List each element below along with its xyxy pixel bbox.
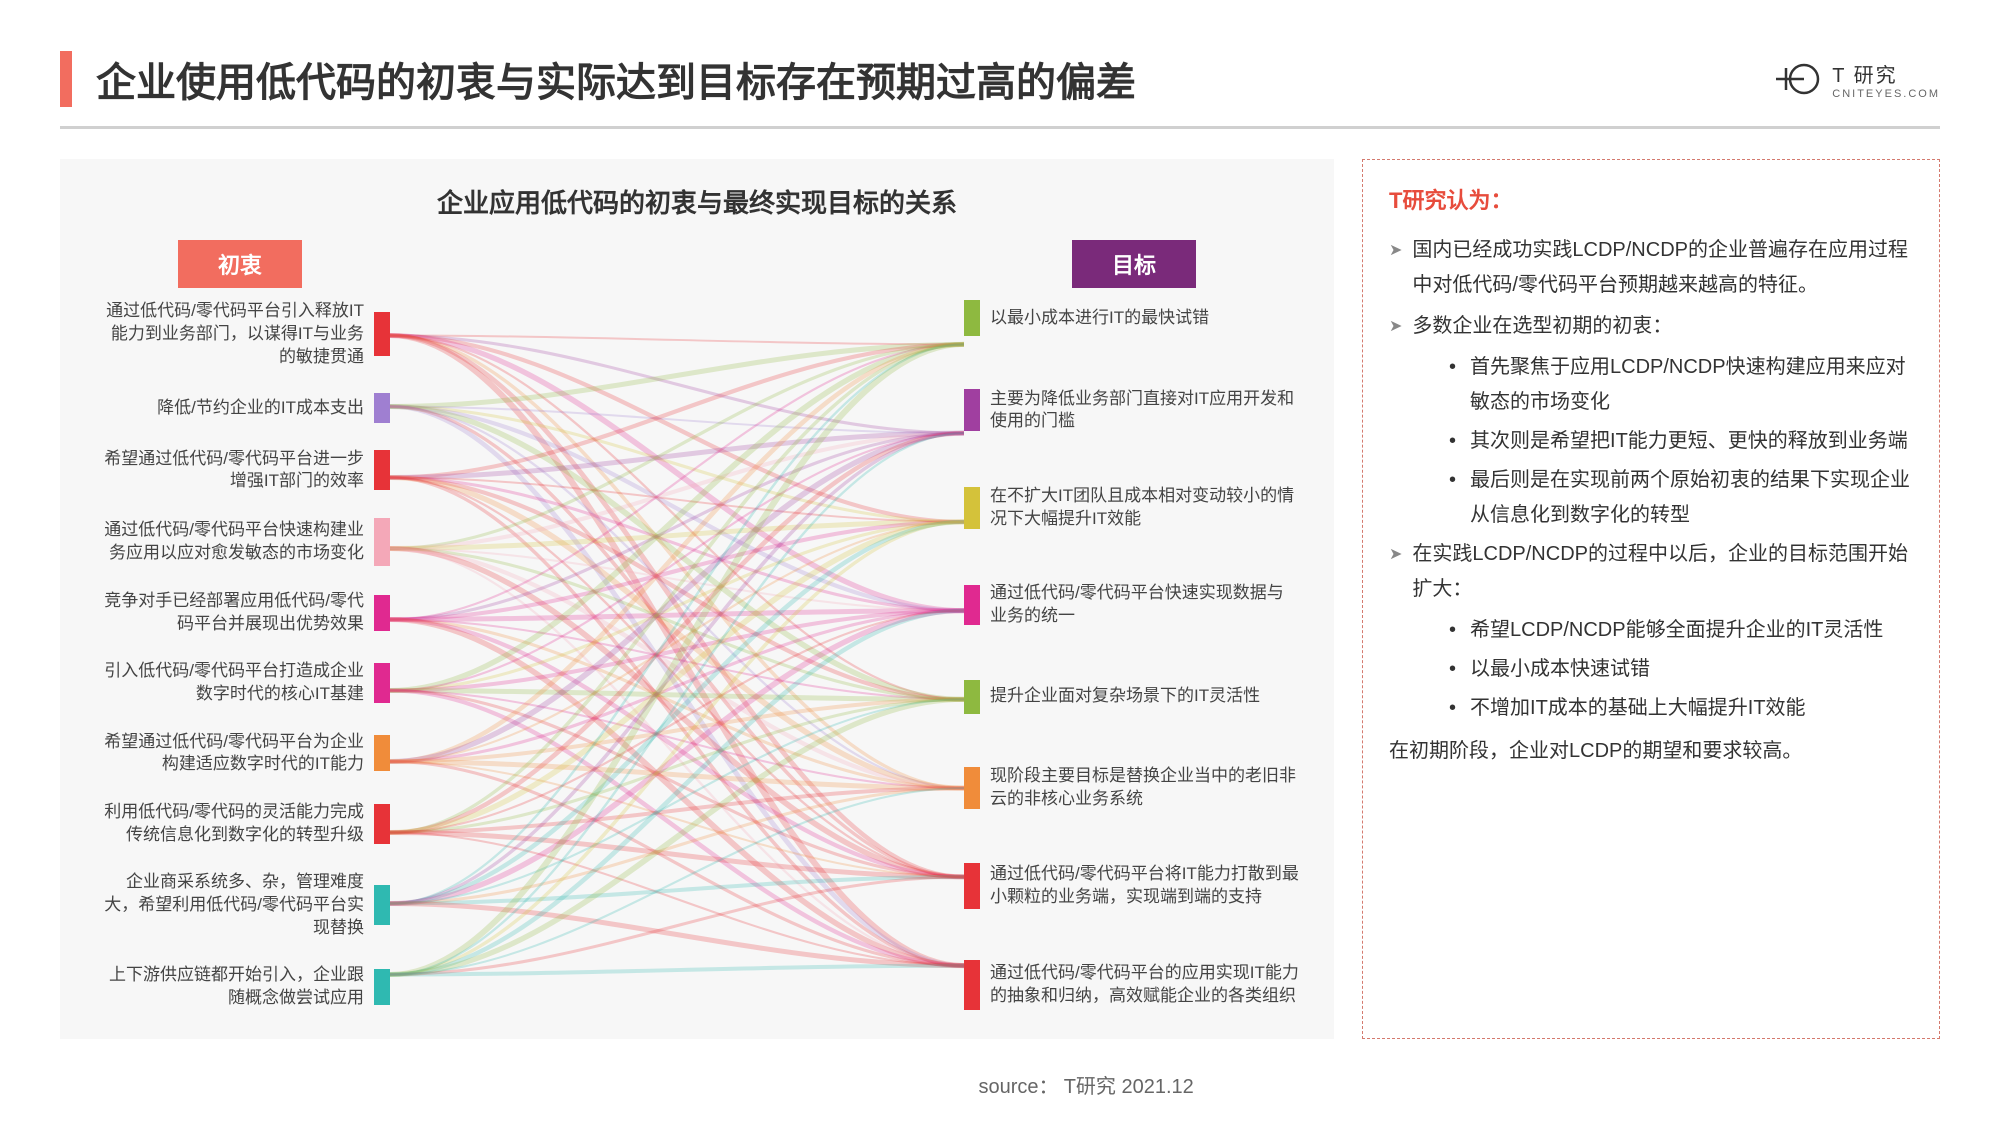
right-node-bar bbox=[964, 767, 980, 809]
analysis-subpoint: •最后则是在实现前两个原始初衷的结果下实现企业从信息化到数字化的转型 bbox=[1449, 463, 1913, 533]
header: 企业使用低代码的初衷与实际达到目标存在预期过高的偏差 T 研究 CNITEYES… bbox=[60, 50, 1940, 129]
right-node-bar bbox=[964, 680, 980, 714]
right-node-bar bbox=[964, 300, 980, 336]
analysis-subpoint-text: 最后则是在实现前两个原始初衷的结果下实现企业从信息化到数字化的转型 bbox=[1470, 463, 1913, 533]
left-node-label: 通过低代码/零代码平台快速构建业务应用以应对愈发敏态的市场变化 bbox=[94, 519, 364, 565]
analysis-subpoint-text: 首先聚焦于应用LCDP/NCDP快速构建应用来应对敏态的市场变化 bbox=[1470, 350, 1913, 420]
right-header-badge: 目标 bbox=[1072, 240, 1196, 288]
left-node: 引入低代码/零代码平台打造成企业数字时代的核心IT基建 bbox=[90, 660, 390, 706]
left-node: 竞争对手已经部署应用低代码/零代码平台并展现出优势效果 bbox=[90, 590, 390, 636]
right-node-label: 通过低代码/零代码平台的应用实现IT能力的抽象和归纳，高效赋能企业的各类组织 bbox=[990, 962, 1300, 1008]
bullet-dot-icon: • bbox=[1449, 613, 1456, 648]
analysis-subpoint-text: 以最小成本快速试错 bbox=[1470, 652, 1650, 687]
bullet-dot-icon: • bbox=[1449, 424, 1456, 459]
left-node-label: 通过低代码/零代码平台引入释放IT能力到业务部门，以谋得IT与业务的敏捷贯通 bbox=[94, 300, 364, 369]
analysis-subpoint: • 不增加IT成本的基础上大幅提升IT效能 bbox=[1449, 691, 1913, 726]
right-node-label: 主要为降低业务部门直接对IT应用开发和使用的门槛 bbox=[990, 388, 1300, 434]
source-text: source： T研究 2021.12 bbox=[978, 1070, 1193, 1099]
analysis-subpoint: • 以最小成本快速试错 bbox=[1449, 652, 1913, 687]
left-node-label: 竞争对手已经部署应用低代码/零代码平台并展现出优势效果 bbox=[94, 590, 364, 636]
bullet-dot-icon: • bbox=[1449, 652, 1456, 687]
right-node-label: 现阶段主要目标是替换企业当中的老旧非云的非核心业务系统 bbox=[990, 765, 1300, 811]
right-node: 通过低代码/零代码平台快速实现数据与业务的统一 bbox=[964, 582, 1304, 628]
left-node-bar bbox=[374, 393, 390, 423]
analysis-subpoint: • 其次则是希望把IT能力更短、更快的释放到业务端 bbox=[1449, 424, 1913, 459]
left-node-bar bbox=[374, 969, 390, 1005]
left-node-bar bbox=[374, 663, 390, 703]
right-node-label: 以最小成本进行IT的最快试错 bbox=[990, 307, 1209, 330]
right-node-bar bbox=[964, 487, 980, 529]
left-node-label: 利用低代码/零代码的灵活能力完成传统信息化到数字化的转型升级 bbox=[94, 801, 364, 847]
analysis-panel: T研究认为： ➤国内已经成功实践LCDP/NCDP的企业普遍存在应用过程中对低代… bbox=[1362, 159, 1940, 1039]
left-node: 希望通过低代码/零代码平台进一步增强IT部门的效率 bbox=[90, 448, 390, 494]
analysis-subpoint-text: 不增加IT成本的基础上大幅提升IT效能 bbox=[1470, 691, 1806, 726]
analysis-point: ➤国内已经成功实践LCDP/NCDP的企业普遍存在应用过程中对低代码/零代码平台… bbox=[1389, 233, 1913, 303]
right-node-bar bbox=[964, 960, 980, 1010]
left-node-bar bbox=[374, 595, 390, 631]
left-node-label: 希望通过低代码/零代码平台为企业构建适应数字时代的IT能力 bbox=[94, 731, 364, 777]
sankey-flows bbox=[390, 300, 964, 1010]
right-node: 在不扩大IT团队且成本相对变动较小的情况下大幅提升IT效能 bbox=[964, 485, 1304, 531]
right-node-label: 通过低代码/零代码平台将IT能力打散到最小颗粒的业务端，实现端到端的支持 bbox=[990, 863, 1300, 909]
accent-bar bbox=[60, 51, 72, 107]
analysis-point-text: 国内已经成功实践LCDP/NCDP的企业普遍存在应用过程中对低代码/零代码平台预… bbox=[1412, 233, 1913, 303]
left-node-label: 上下游供应链都开始引入，企业跟随概念做尝试应用 bbox=[94, 964, 364, 1010]
chart-title: 企业应用低代码的初衷与最终实现目标的关系 bbox=[90, 183, 1304, 220]
bullet-arrow-icon: ➤ bbox=[1389, 313, 1402, 344]
left-node: 希望通过低代码/零代码平台为企业构建适应数字时代的IT能力 bbox=[90, 731, 390, 777]
analysis-title: T研究认为： bbox=[1389, 182, 1913, 221]
right-node: 现阶段主要目标是替换企业当中的老旧非云的非核心业务系统 bbox=[964, 765, 1304, 811]
bullet-dot-icon: • bbox=[1449, 350, 1456, 420]
left-node-bar bbox=[374, 735, 390, 771]
left-node-bar bbox=[374, 885, 390, 925]
sankey-chart-panel: 企业应用低代码的初衷与最终实现目标的关系 初衷 通过低代码/零代码平台引入释放I… bbox=[60, 159, 1334, 1039]
left-node: 上下游供应链都开始引入，企业跟随概念做尝试应用 bbox=[90, 964, 390, 1010]
analysis-subpoint: • 希望LCDP/NCDP能够全面提升企业的IT灵活性 bbox=[1449, 613, 1913, 648]
right-node-label: 提升企业面对复杂场景下的IT灵活性 bbox=[990, 685, 1260, 708]
analysis-point-text: 在实践LCDP/NCDP的过程中以后，企业的目标范围开始扩大： bbox=[1412, 537, 1913, 607]
left-node: 通过低代码/零代码平台快速构建业务应用以应对愈发敏态的市场变化 bbox=[90, 518, 390, 566]
left-node-bar bbox=[374, 518, 390, 566]
bullet-dot-icon: • bbox=[1449, 691, 1456, 726]
logo-text-cn: T 研究 bbox=[1832, 59, 1897, 88]
bullet-dot-icon: • bbox=[1449, 463, 1456, 533]
right-node-label: 通过低代码/零代码平台快速实现数据与业务的统一 bbox=[990, 582, 1300, 628]
page-title: 企业使用低代码的初衷与实际达到目标存在预期过高的偏差 bbox=[96, 50, 1136, 108]
left-node-bar bbox=[374, 450, 390, 490]
left-node-bar bbox=[374, 804, 390, 844]
right-node-bar bbox=[964, 585, 980, 625]
analysis-point-text: 多数企业在选型初期的初衷： bbox=[1412, 309, 1672, 344]
left-node: 通过低代码/零代码平台引入释放IT能力到业务部门，以谋得IT与业务的敏捷贯通 bbox=[90, 300, 390, 369]
right-node: 以最小成本进行IT的最快试错 bbox=[964, 300, 1304, 336]
analysis-point: ➤ 多数企业在选型初期的初衷： bbox=[1389, 309, 1913, 344]
analysis-subpoint: •首先聚焦于应用LCDP/NCDP快速构建应用来应对敏态的市场变化 bbox=[1449, 350, 1913, 420]
right-node-bar bbox=[964, 389, 980, 431]
left-node: 降低/节约企业的IT成本支出 bbox=[90, 393, 390, 423]
left-node-bar bbox=[374, 312, 390, 356]
right-node: 提升企业面对复杂场景下的IT灵活性 bbox=[964, 680, 1304, 714]
right-node: 通过低代码/零代码平台的应用实现IT能力的抽象和归纳，高效赋能企业的各类组织 bbox=[964, 960, 1304, 1010]
analysis-subpoint-text: 其次则是希望把IT能力更短、更快的释放到业务端 bbox=[1470, 424, 1908, 459]
left-node: 企业商采系统多、杂，管理难度大，希望利用低代码/零代码平台实现替换 bbox=[90, 871, 390, 940]
right-node-label: 在不扩大IT团队且成本相对变动较小的情况下大幅提升IT效能 bbox=[990, 485, 1300, 531]
right-node-bar bbox=[964, 863, 980, 909]
analysis-point: ➤在实践LCDP/NCDP的过程中以后，企业的目标范围开始扩大： bbox=[1389, 537, 1913, 607]
left-node: 利用低代码/零代码的灵活能力完成传统信息化到数字化的转型升级 bbox=[90, 801, 390, 847]
left-node-label: 引入低代码/零代码平台打造成企业数字时代的核心IT基建 bbox=[94, 660, 364, 706]
logo-icon bbox=[1774, 56, 1820, 102]
logo: T 研究 CNITEYES.COM bbox=[1774, 56, 1940, 102]
bullet-arrow-icon: ➤ bbox=[1389, 541, 1402, 607]
bullet-arrow-icon: ➤ bbox=[1389, 237, 1402, 303]
right-node: 通过低代码/零代码平台将IT能力打散到最小颗粒的业务端，实现端到端的支持 bbox=[964, 863, 1304, 909]
left-node-label: 企业商采系统多、杂，管理难度大，希望利用低代码/零代码平台实现替换 bbox=[94, 871, 364, 940]
logo-text-en: CNITEYES.COM bbox=[1832, 88, 1940, 100]
analysis-subpoint-text: 希望LCDP/NCDP能够全面提升企业的IT灵活性 bbox=[1470, 613, 1883, 648]
left-header-badge: 初衷 bbox=[178, 240, 302, 288]
analysis-closing: 在初期阶段，企业对LCDP的期望和要求较高。 bbox=[1389, 734, 1913, 769]
left-node-label: 降低/节约企业的IT成本支出 bbox=[157, 397, 364, 420]
right-node: 主要为降低业务部门直接对IT应用开发和使用的门槛 bbox=[964, 388, 1304, 434]
left-node-label: 希望通过低代码/零代码平台进一步增强IT部门的效率 bbox=[94, 448, 364, 494]
